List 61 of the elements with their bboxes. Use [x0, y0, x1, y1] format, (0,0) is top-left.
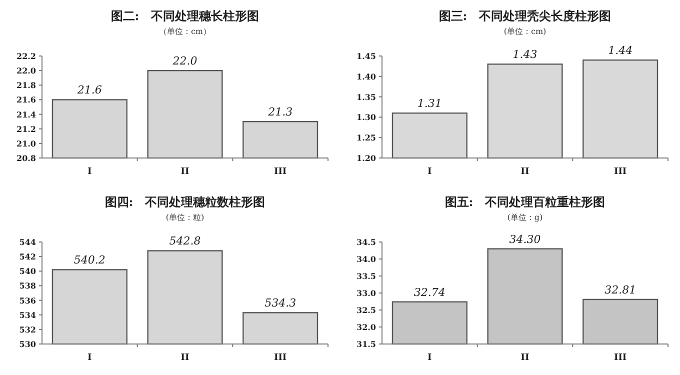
chart-title: 图二: 不同处理穗长柱形图 — [110, 9, 260, 23]
y-tick-label: 32.5 — [356, 305, 376, 315]
x-tick-label: II — [180, 353, 190, 363]
chart-title: 图三: 不同处理秃尖长度柱形图 — [438, 9, 612, 23]
chart-title: 图四: 不同处理穗粒数柱形图 — [104, 195, 266, 209]
data-label: 542.8 — [169, 234, 201, 248]
y-tick-label: 1.30 — [356, 112, 376, 122]
data-label: 1.43 — [512, 48, 538, 62]
y-tick-label: 34.0 — [356, 254, 376, 264]
x-tick-label: I — [428, 353, 432, 363]
data-label: 534.3 — [264, 296, 296, 310]
data-label: 21.3 — [267, 106, 293, 119]
y-tick-label: 21.8 — [16, 80, 36, 90]
y-tick-label: 32.0 — [356, 322, 376, 332]
y-tick-label: 33.5 — [356, 271, 376, 281]
x-tick-label: I — [88, 167, 92, 177]
y-tick-label: 534 — [19, 310, 36, 320]
y-tick-label: 31.5 — [356, 339, 376, 349]
chart-title: 图五: 不同处理百粒重柱形图 — [444, 195, 606, 209]
y-tick-label: 20.8 — [16, 153, 36, 163]
x-tick-label: I — [428, 167, 432, 177]
data-label: 1.44 — [608, 44, 633, 58]
data-label: 1.31 — [417, 97, 442, 110]
x-tick-label: III — [614, 353, 627, 363]
x-tick-label: III — [274, 167, 287, 177]
data-label: 21.6 — [76, 84, 102, 97]
y-tick-label: 21.2 — [16, 124, 36, 134]
y-tick-label: 542 — [19, 252, 36, 262]
data-label: 34.30 — [509, 232, 541, 246]
y-tick-label: 1.20 — [356, 153, 376, 163]
x-tick-label: I — [88, 353, 92, 363]
y-tick-label: 544 — [19, 237, 36, 247]
data-label: 32.81 — [604, 283, 636, 296]
x-tick-label: II — [520, 167, 530, 177]
y-tick-label: 22.2 — [16, 51, 36, 61]
y-tick-label: 21.4 — [16, 109, 36, 120]
y-tick-label: 22.0 — [16, 66, 36, 76]
y-tick-label: 1.25 — [356, 132, 376, 143]
y-tick-label: 530 — [19, 339, 36, 349]
y-tick-label: 21.6 — [16, 94, 36, 105]
chart-subtitle: (单位：cm) — [504, 27, 546, 36]
y-tick-label: 33.0 — [356, 288, 376, 298]
y-tick-label: 1.35 — [356, 92, 376, 102]
y-tick-label: 1.45 — [356, 51, 376, 61]
y-tick-label: 538 — [19, 280, 36, 291]
y-tick-label: 540 — [19, 266, 36, 276]
chart-subtitle: (单位：粒) — [166, 213, 204, 222]
chart-subtitle: （单位：cm） — [158, 27, 212, 36]
x-tick-label: II — [520, 353, 530, 363]
y-tick-label: 1.40 — [356, 71, 376, 82]
y-tick-label: 34.5 — [356, 237, 376, 247]
x-tick-label: III — [614, 167, 627, 177]
y-tick-label: 21.0 — [16, 138, 36, 148]
data-label: 32.74 — [414, 286, 446, 299]
data-label: 22.0 — [172, 54, 198, 68]
y-tick-label: 536 — [19, 295, 36, 306]
y-tick-label: 532 — [19, 324, 36, 334]
x-tick-label: III — [274, 353, 287, 363]
chart-subtitle: (单位：g) — [507, 213, 543, 222]
x-tick-label: II — [180, 167, 190, 177]
data-label: 540.2 — [74, 254, 106, 267]
